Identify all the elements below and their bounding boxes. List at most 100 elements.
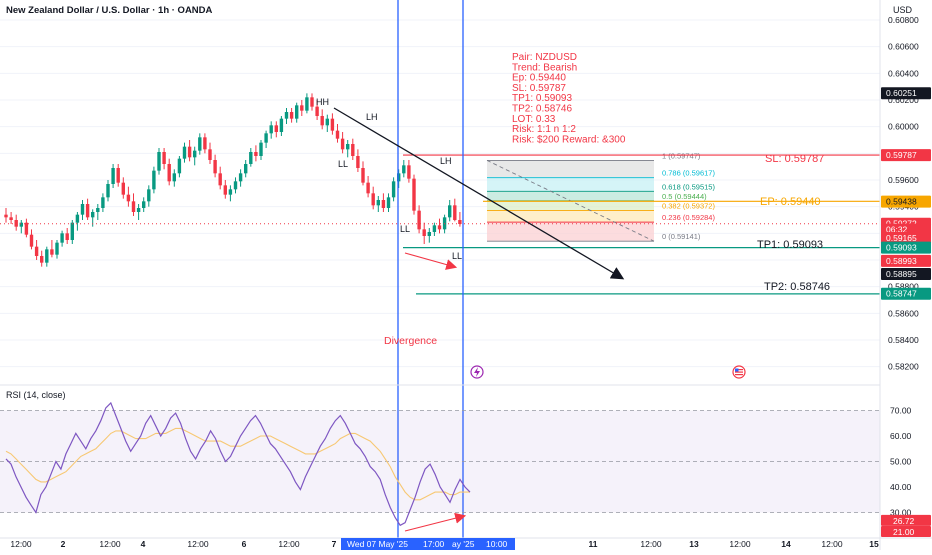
lightning-event-icon[interactable] xyxy=(470,365,484,379)
candle-body xyxy=(34,246,39,256)
us-flag-event-icon[interactable] xyxy=(732,365,746,379)
candle-body xyxy=(330,118,335,131)
time-highlight-right: 10:00 xyxy=(486,539,508,549)
candle-body xyxy=(325,118,329,126)
label-lh-1: LH xyxy=(366,112,378,122)
time-highlight-mid: 17:00 xyxy=(423,539,445,549)
time-tick-label: 7 xyxy=(332,539,337,549)
price-tag xyxy=(881,195,931,208)
price-tag xyxy=(881,241,931,254)
fib-retracement[interactable]: 1 (0.59747) 0.786 (0.59617) 0.618 (0.59515… xyxy=(486,151,715,242)
price-tick-label: 0.58200 xyxy=(888,362,919,372)
candle-body xyxy=(142,201,146,208)
price-tag-label: 0.59165 xyxy=(886,233,917,243)
candle-body xyxy=(351,144,355,156)
price-tag-label: 0.58993 xyxy=(886,256,917,266)
candle-body xyxy=(157,152,161,171)
divergence-arrow-rsi[interactable] xyxy=(404,512,467,532)
fib-zone xyxy=(487,210,654,223)
fib-zone xyxy=(487,177,654,192)
label-lh-2: LH xyxy=(440,156,452,166)
time-highlight-right-part: ay '25 xyxy=(452,539,475,549)
trade-info-line: Risk: $200 Reward: &300 xyxy=(512,134,626,145)
time-axis[interactable]: 12:00 2 12:00 4 12:00 6 12:00 7 11 12:00 13 12:00 14… xyxy=(10,539,879,549)
tp1-level-label: TP1: 0.59093 xyxy=(757,239,823,251)
price-tag-label: 0.58895 xyxy=(886,269,917,279)
symbol-title: New Zealand Dollar / U.S. Dollar · 1h · … xyxy=(6,5,213,16)
candle-body xyxy=(417,210,421,230)
candle-body xyxy=(187,146,192,158)
price-tick-label: 0.58400 xyxy=(888,335,919,345)
candle-body xyxy=(361,168,365,183)
candle-body xyxy=(19,222,23,227)
price-tag-label: 06:32 xyxy=(886,225,908,235)
price-tick-label: 0.60200 xyxy=(888,95,919,105)
rsi-tick-label: 50.00 xyxy=(890,457,912,467)
rsi-tick-label: 40.00 xyxy=(890,482,912,492)
rsi-tag-label: 26.72 xyxy=(893,516,915,526)
ep-level-label: EP: 0.59440 xyxy=(760,196,821,208)
candle-body xyxy=(126,194,131,202)
time-axis-highlight: Wed 07 May '25 17:00 ay '25 10:00 xyxy=(341,538,515,550)
grid-lines xyxy=(0,19,880,368)
time-tick-label: 11 xyxy=(589,539,598,549)
rsi-axis[interactable]: 70.00 60.00 50.00 40.00 30.00 xyxy=(890,406,912,518)
time-tick-label: 13 xyxy=(689,539,699,549)
candle-body xyxy=(9,217,13,220)
price-tick-label: 0.60800 xyxy=(888,15,919,25)
candle-body xyxy=(254,152,258,156)
label-ll-3: LL xyxy=(452,251,462,261)
fib-level-label: 0.786 (0.59617) xyxy=(662,169,715,178)
time-tick-label: 14 xyxy=(781,539,791,549)
time-tick-label: 12:00 xyxy=(821,539,843,549)
candle-body xyxy=(198,137,202,151)
candle-body xyxy=(106,184,110,198)
price-tick-label: 0.58800 xyxy=(888,282,919,292)
trade-info-line: Ep: 0.59440 xyxy=(512,73,566,84)
candle-body xyxy=(422,229,426,236)
label-ll-1: LL xyxy=(338,159,348,169)
fib-zone xyxy=(487,160,654,178)
candle-body xyxy=(274,125,278,132)
candle-body xyxy=(80,204,85,215)
candle-body xyxy=(208,149,212,160)
divergence-arrow-price[interactable] xyxy=(404,252,458,270)
trade-level-lines[interactable] xyxy=(0,154,880,295)
candle-body xyxy=(101,197,105,208)
label-hh: HH xyxy=(316,97,329,107)
price-axis-tags: 0.602510.597870.594380.5927206:320.59165… xyxy=(881,87,931,300)
candle-body xyxy=(60,233,64,243)
time-tick-label: 12:00 xyxy=(187,539,209,549)
candle-body xyxy=(131,201,136,212)
candle-body xyxy=(182,146,187,159)
candle-body xyxy=(249,152,253,164)
time-tick-label: 12:00 xyxy=(278,539,300,549)
candle-body xyxy=(50,249,54,255)
fib-level-label: 0.618 (0.59515) xyxy=(662,182,715,191)
candle-body xyxy=(356,156,360,168)
time-tick-label: 12:00 xyxy=(99,539,121,549)
time-tick-label: 12:00 xyxy=(10,539,32,549)
rsi-tag-label: 21.00 xyxy=(893,527,915,537)
candle-body xyxy=(320,116,324,126)
candle-body xyxy=(340,138,345,150)
candle-body xyxy=(203,137,207,150)
time-tick-label: 15 xyxy=(869,539,879,549)
candle-body xyxy=(147,189,151,202)
candle-body xyxy=(289,112,294,119)
time-tick-label: 12:00 xyxy=(640,539,662,549)
fib-level-label: 0.5 (0.59444) xyxy=(662,192,707,201)
price-tag xyxy=(881,287,931,300)
price-axis[interactable]: 0.608000.606000.604000.602000.600000.598… xyxy=(888,15,919,372)
candle-body xyxy=(279,118,284,132)
trendline-arrow[interactable] xyxy=(333,107,625,280)
candle-body xyxy=(172,173,176,182)
candle-body xyxy=(453,205,457,220)
candle-body xyxy=(238,173,243,182)
candle-body xyxy=(371,193,375,206)
time-tick-label: 2 xyxy=(61,539,66,549)
